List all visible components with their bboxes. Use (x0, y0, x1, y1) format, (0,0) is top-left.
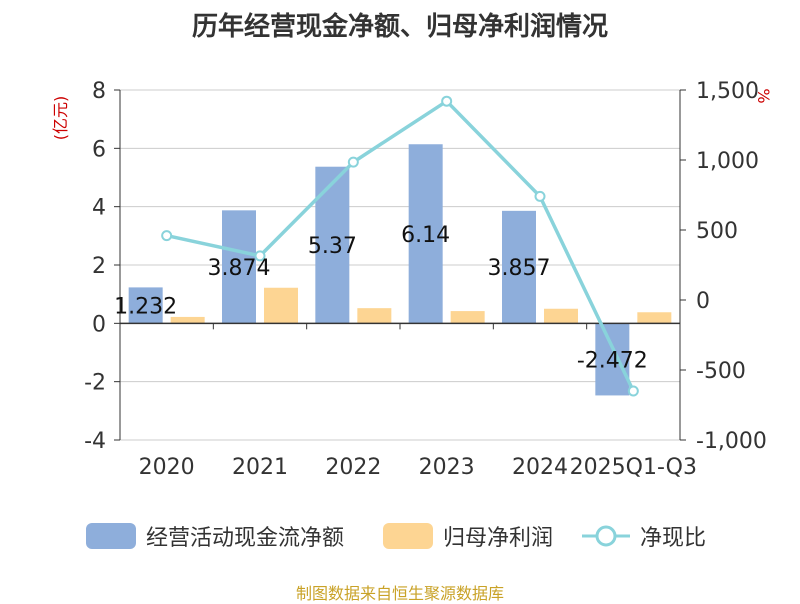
legend-label-cashflow: 经营活动现金流净额 (146, 526, 345, 551)
x-tick-label: 2024 (512, 455, 568, 480)
point-cash-ratio (534, 190, 546, 202)
y-left-tick-label: 8 (92, 79, 106, 104)
data-label-cashflow: 6.14 (401, 223, 450, 248)
bar-net-profit (637, 312, 672, 324)
legend-swatch-cashflow (86, 523, 136, 549)
legend-item-net-profit[interactable]: 归母净利润 (383, 516, 553, 556)
legend-swatch-cash-ratio (582, 525, 630, 547)
x-tick-label: 2021 (232, 455, 288, 480)
y-left-tick-label: -4 (84, 429, 106, 454)
y-right-axis-label: % (754, 88, 773, 103)
line-cash-ratio (166, 98, 635, 392)
point-cash-ratio (161, 230, 173, 242)
bar-net-profit (264, 287, 298, 324)
legend-label-cash-ratio: 净现比 (640, 526, 707, 551)
chart-plot: 8 6 4 2 0 -2 -4 1,500 1,000 500 0 -500 -1,000 (亿元) % 20… (51, 79, 773, 480)
point-cash-ratio (347, 156, 359, 168)
x-tick-label: 2023 (419, 455, 475, 480)
y-right-tick-label: 1,500 (696, 79, 759, 104)
legend-label-net-profit: 归母净利润 (443, 526, 554, 551)
y-right-tick-label: 1,000 (696, 149, 759, 174)
point-cash-ratio (627, 385, 639, 397)
data-label-cashflow: 5.37 (308, 234, 357, 259)
legend: 经营活动现金流净额 归母净利润 净现比 (0, 516, 800, 556)
chart-title: 历年经营现金净额、归母净利润情况 (191, 12, 608, 42)
bar-net-profit (357, 308, 392, 324)
data-label-cashflow: 3.874 (208, 256, 271, 281)
bar-cashflow (595, 323, 630, 396)
x-tick-label: 2025Q1-Q3 (570, 455, 697, 480)
y-left-tick-label: -2 (84, 371, 106, 396)
bar-net-profit (170, 316, 205, 324)
source-note: 制图数据来自恒生聚源数据库 (295, 584, 504, 603)
y-right-tick-label: -500 (696, 359, 746, 384)
y-left-tick-label: 6 (92, 137, 106, 162)
legend-item-cashflow[interactable]: 经营活动现金流净额 (86, 516, 344, 556)
y-right-tick-label: 0 (696, 289, 710, 314)
y-left-tick-label: 0 (92, 312, 106, 337)
bar-cashflow (222, 210, 256, 324)
x-tick-label: 2020 (139, 455, 195, 480)
bar-cashflow (128, 287, 163, 324)
data-label-cashflow: 1.232 (114, 294, 177, 319)
bar-net-profit (544, 308, 578, 324)
bar-net-profit (450, 311, 485, 324)
y-right-tick-label: 500 (696, 219, 738, 244)
x-tick-label: 2022 (325, 455, 381, 480)
bar-cashflow (408, 144, 443, 324)
point-cash-ratio (254, 250, 266, 262)
point-cash-ratio (441, 95, 453, 107)
bar-cashflow (502, 210, 536, 324)
y-right-tick-label: -1,000 (696, 429, 767, 454)
data-label-cashflow: 3.857 (488, 256, 551, 281)
legend-item-cash-ratio[interactable]: 净现比 (582, 516, 706, 556)
y-left-axis-label: (亿元) (51, 96, 70, 141)
y-left-tick-label: 4 (92, 196, 106, 221)
y-left-tick-label: 2 (92, 254, 106, 279)
data-label-cashflow: -2.472 (577, 348, 648, 373)
legend-swatch-net-profit (383, 523, 433, 549)
